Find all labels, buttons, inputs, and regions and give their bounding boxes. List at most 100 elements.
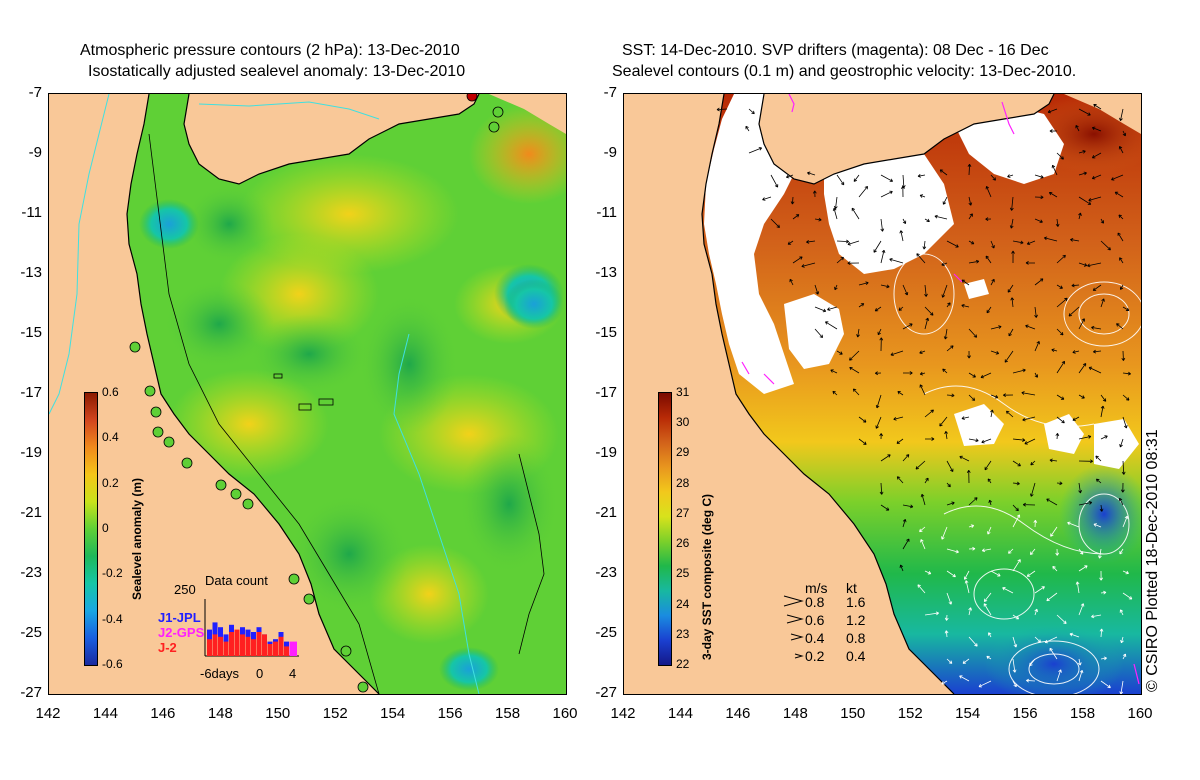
velocity-arrow bbox=[873, 240, 882, 253]
velocity-arrow bbox=[1034, 218, 1043, 224]
velocity-arrow bbox=[946, 658, 953, 664]
velocity-arrow bbox=[1051, 164, 1058, 176]
right-colorbar-label: 23 bbox=[676, 626, 690, 641]
velocity-arrow bbox=[1120, 482, 1125, 493]
velocity-header-ms: m/s bbox=[805, 580, 828, 596]
velocity-arrow bbox=[1068, 306, 1080, 317]
velocity-arrow bbox=[1046, 498, 1058, 506]
left-lon-tick-label: 142 bbox=[35, 705, 61, 722]
velocity-arrow bbox=[1025, 261, 1036, 265]
velocity-arrow bbox=[1034, 306, 1038, 318]
velocity-arrow bbox=[880, 284, 890, 289]
velocity-arrow bbox=[1078, 363, 1087, 374]
sst-nodata-patches bbox=[704, 94, 1139, 469]
velocity-arrow bbox=[858, 416, 867, 423]
right-colorbar-label: 29 bbox=[676, 445, 690, 460]
velocity-arrow bbox=[968, 372, 976, 378]
velocity-arrow bbox=[924, 437, 935, 441]
velocity-arrow bbox=[880, 174, 894, 182]
velocity-arrow bbox=[880, 249, 886, 264]
velocity-arrow bbox=[827, 306, 838, 311]
left-lon-tick-label: 150 bbox=[265, 705, 291, 722]
velocity-arrow bbox=[924, 570, 932, 575]
velocity-arrow bbox=[917, 584, 926, 594]
inset-xlabel-2: 4 bbox=[289, 666, 297, 681]
velocity-arrow bbox=[1091, 126, 1102, 132]
velocity-arrow bbox=[716, 107, 728, 112]
velocity-arrow bbox=[968, 259, 980, 264]
velocity-arrow bbox=[966, 469, 971, 484]
velocity-arrow bbox=[1049, 647, 1058, 660]
velocity-arrow bbox=[1012, 636, 1018, 648]
left-colorbar-label: -0.4 bbox=[102, 611, 123, 626]
velocity-arrow bbox=[1100, 656, 1107, 661]
right-lat-tick-label: -15 bbox=[595, 324, 617, 341]
velocity-arrow bbox=[1008, 328, 1014, 337]
velocity-arrow bbox=[1078, 171, 1087, 176]
inset-bar-j2 bbox=[278, 636, 284, 656]
velocity-arrow bbox=[968, 438, 979, 443]
velocity-arrow bbox=[1025, 324, 1036, 330]
right-lat-tick-label: -7 bbox=[603, 84, 617, 101]
velocity-arrow bbox=[832, 207, 838, 220]
velocity-arrow bbox=[902, 454, 910, 462]
velocity-arrow bbox=[875, 394, 882, 409]
velocity-arrow bbox=[833, 196, 838, 210]
velocity-arrow bbox=[852, 388, 860, 396]
velocity-arrow bbox=[814, 328, 824, 338]
velocity-arrow bbox=[1012, 559, 1021, 572]
velocity-arrow bbox=[1067, 521, 1080, 528]
sst-colorbar bbox=[658, 392, 672, 666]
velocity-arrow bbox=[1078, 669, 1084, 682]
velocity-arrow bbox=[1122, 570, 1129, 575]
velocity-arrow bbox=[990, 570, 1001, 577]
velocity-arrow bbox=[762, 196, 772, 201]
velocity-arrow bbox=[770, 174, 779, 188]
velocity-arrow bbox=[1005, 410, 1014, 418]
velocity-arrow bbox=[1026, 678, 1036, 683]
velocity-arrow bbox=[990, 325, 1002, 330]
velocity-arrow bbox=[1012, 514, 1021, 528]
velocity-arrow bbox=[814, 284, 820, 295]
velocity-arrow bbox=[1047, 108, 1058, 114]
velocity-arrow bbox=[1121, 460, 1126, 475]
velocity-arrow bbox=[1034, 195, 1044, 200]
velocity-legend-arrows bbox=[783, 595, 804, 659]
svp-drifters bbox=[741, 94, 1140, 685]
velocity-arrow bbox=[1004, 350, 1014, 363]
velocity-arrow bbox=[858, 185, 869, 198]
velocity-arrow bbox=[920, 539, 926, 550]
right-lat-tick-label: -21 bbox=[595, 504, 617, 521]
velocity-arrow bbox=[1122, 592, 1133, 600]
right-lon-tick-label: 154 bbox=[955, 705, 981, 722]
velocity-arrow bbox=[836, 174, 845, 186]
right-lon-tick-label: 150 bbox=[840, 705, 866, 722]
velocity-arrow bbox=[893, 416, 904, 421]
velocity-arrow bbox=[978, 680, 992, 688]
velocity-arrow bbox=[990, 240, 995, 249]
velocity-arrow bbox=[1012, 614, 1020, 620]
velocity-arrow bbox=[902, 518, 907, 528]
inset-bar-j2 bbox=[245, 636, 251, 656]
velocity-arrow bbox=[964, 580, 970, 594]
velocity-arrow bbox=[1078, 196, 1092, 205]
velocity-arrow bbox=[1056, 254, 1066, 264]
velocity-arrow bbox=[1122, 515, 1129, 528]
velocity-arrow bbox=[787, 240, 794, 245]
velocity-arrow bbox=[1021, 391, 1036, 396]
velocity-arrow bbox=[946, 570, 956, 578]
geostrophic-velocity-arrows bbox=[716, 103, 1133, 694]
velocity-arrow bbox=[1030, 460, 1036, 466]
velocity-arrow bbox=[832, 390, 838, 396]
inset-bar-j2 bbox=[262, 634, 267, 656]
velocity-arrow bbox=[968, 607, 972, 616]
velocity-arrow bbox=[748, 147, 763, 154]
velocity-arrow bbox=[1012, 460, 1021, 467]
inset-bar-j2 bbox=[212, 634, 218, 656]
velocity-arrow bbox=[919, 371, 926, 376]
velocity-arrow bbox=[879, 337, 884, 352]
velocity-arrow bbox=[986, 655, 992, 660]
right-title-line2: Sealevel contours (0.1 m) and geostrophi… bbox=[612, 63, 1077, 80]
velocity-arrow bbox=[1049, 129, 1058, 133]
velocity-arrow bbox=[1002, 393, 1014, 398]
